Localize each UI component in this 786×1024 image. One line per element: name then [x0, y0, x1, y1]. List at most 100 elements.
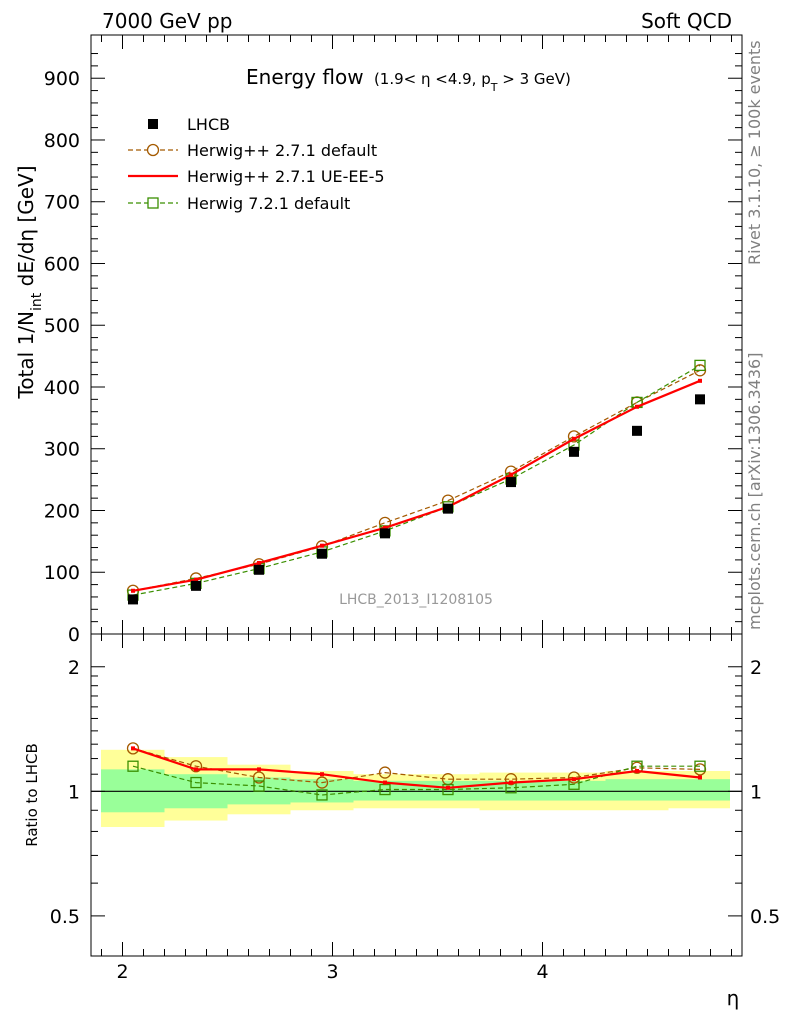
main-lhcb-point	[443, 503, 453, 514]
ratio-ue-ee5-point	[383, 780, 387, 785]
main-ue-ee5-point	[509, 472, 513, 477]
ratio-y-tick-label-right: 1	[750, 781, 762, 803]
ratio-y-tick-label: 1	[68, 781, 80, 803]
ratio-ue-ee5-point	[257, 767, 261, 772]
main-series	[126, 359, 707, 605]
green-band-bin	[605, 779, 669, 801]
legend-entry: Herwig 7.2.1 default	[128, 194, 350, 213]
main-lhcb-point	[506, 477, 516, 488]
main-lhcb-point	[317, 548, 327, 559]
ratio-h271-default-point	[504, 773, 518, 786]
ratio-ue-ee5-point	[131, 746, 135, 751]
main-ue-ee5-point	[131, 588, 135, 593]
y-tick-label: 100	[44, 562, 80, 584]
y-tick-label: 600	[44, 253, 80, 275]
y-tick-label: 900	[44, 68, 80, 90]
plot-title-cuts: (1.9< η <4.9, pT > 3 GeV)	[374, 70, 571, 94]
main-ue-ee5-point	[194, 577, 198, 582]
ratio-ue-ee5-point	[509, 780, 513, 785]
ratio-bands	[91, 749, 742, 827]
ratio-ue-ee5-point	[194, 767, 198, 772]
main-ue-ee5-line	[132, 379, 701, 592]
rivet-label: Rivet 3.1.10, ≥ 100k events	[745, 40, 764, 265]
main-lhcb-point	[569, 446, 579, 457]
main-ue-ee5-point	[257, 560, 261, 565]
x-tick-label: 2	[116, 961, 128, 983]
main-ue-ee5-point	[635, 404, 639, 409]
legend: LHCB Herwig++ 2.7.1 default Herwig++ 2.7.1…	[128, 115, 385, 213]
ratio-ue-ee5-line	[132, 747, 701, 789]
y-tick-label: 200	[44, 500, 80, 522]
legend-label: LHCB	[187, 115, 230, 134]
ratio-h271-default-point	[252, 771, 266, 784]
plot-title: Energy flow (1.9< η <4.9, pT > 3 GeV)	[246, 65, 571, 94]
legend-label: Herwig++ 2.7.1 UE-EE-5	[187, 167, 385, 186]
ratio-h271-default-point	[315, 776, 329, 789]
legend-marker	[146, 143, 160, 157]
ratio-h271-default-point	[126, 742, 140, 755]
ratio-h721-default-point	[253, 780, 265, 792]
legend-marker	[147, 197, 159, 209]
ratio-y-label: Ratio to LHCB	[23, 743, 41, 847]
main-ue-ee5-point	[383, 525, 387, 530]
ratio-y-tick-label-right: 0.5	[750, 906, 780, 928]
legend-entry: Herwig++ 2.7.1 default	[128, 141, 377, 160]
main-lhcb-point	[191, 580, 201, 591]
green-band-bin	[416, 780, 480, 801]
green-band-bin	[479, 780, 543, 801]
main-h271-default-line	[132, 369, 701, 592]
ratio-h271-default-point	[189, 760, 203, 773]
ratio-h721-default-point	[127, 760, 139, 772]
ratio-y-tick-label: 0.5	[50, 906, 80, 928]
x-tick-label: 4	[536, 961, 548, 983]
main-h721-default-point	[694, 359, 706, 372]
green-band-bin	[668, 779, 730, 801]
main-ue-ee5-point	[698, 378, 702, 383]
main-h721-default-line	[132, 364, 701, 596]
ratio-y-tick-label: 2	[68, 657, 80, 679]
y-tick-label: 300	[44, 439, 80, 461]
main-lhcb-point	[632, 425, 642, 436]
y-tick-label: 0	[68, 624, 80, 646]
ratio-plot: 0.5 0.5 1 1 2 2 2 3 4 Ratio to LHCB η	[23, 35, 780, 1010]
ratio-y-ticks: 0.5 0.5 1 1 2 2	[50, 657, 780, 928]
ratio-x-ticks: 2 3 4	[101, 35, 732, 983]
y-tick-label: 500	[44, 315, 80, 337]
x-axis-label: η	[727, 986, 740, 1010]
header-right: Soft QCD	[641, 9, 732, 33]
main-y-ticks: 0 100 200 300 400 500 600 700 800 900	[44, 53, 742, 646]
ratio-ue-ee5-point	[572, 777, 576, 782]
header-left: 7000 GeV pp	[102, 9, 233, 33]
main-lhcb-point	[128, 594, 138, 605]
analysis-watermark: LHCB_2013_I1208105	[339, 592, 493, 608]
legend-marker	[148, 119, 158, 129]
y-tick-label: 800	[44, 130, 80, 152]
legend-entry: LHCB	[148, 115, 230, 134]
ratio-ue-ee5-point	[446, 785, 450, 790]
main-lhcb-point	[695, 394, 705, 405]
ratio-h271-default-line	[132, 747, 701, 784]
x-tick-label: 3	[326, 961, 338, 983]
ratio-h721-default-point	[190, 776, 202, 789]
plot-title-main: Energy flow	[246, 65, 364, 89]
ratio-ue-ee5-point	[635, 768, 639, 773]
ratio-h721-default-point	[442, 783, 454, 796]
main-plot: 0 100 200 300 400 500 600 700 800 900 LHCB_2013_I…	[14, 34, 743, 646]
legend-label: Herwig 7.2.1 default	[187, 194, 350, 213]
main-ue-ee5-point	[320, 543, 324, 548]
main-y-label: Total 1/Nint dE/dη [GeV]	[14, 165, 45, 399]
ratio-series	[126, 742, 707, 801]
legend-label: Herwig++ 2.7.1 default	[187, 141, 377, 160]
ratio-h271-default-point	[378, 766, 392, 779]
ratio-ue-ee5-point	[320, 772, 324, 777]
ratio-y-tick-label-right: 2	[750, 657, 762, 679]
green-band-bin	[353, 780, 417, 801]
main-lhcb-point	[380, 528, 390, 539]
ratio-h721-default-point	[694, 760, 706, 772]
ratio-ue-ee5-point	[698, 775, 702, 780]
main-ue-ee5-point	[572, 436, 576, 441]
main-lhcb-point	[254, 564, 264, 575]
legend-entry: Herwig++ 2.7.1 UE-EE-5	[128, 167, 385, 186]
y-tick-label: 700	[44, 192, 80, 214]
